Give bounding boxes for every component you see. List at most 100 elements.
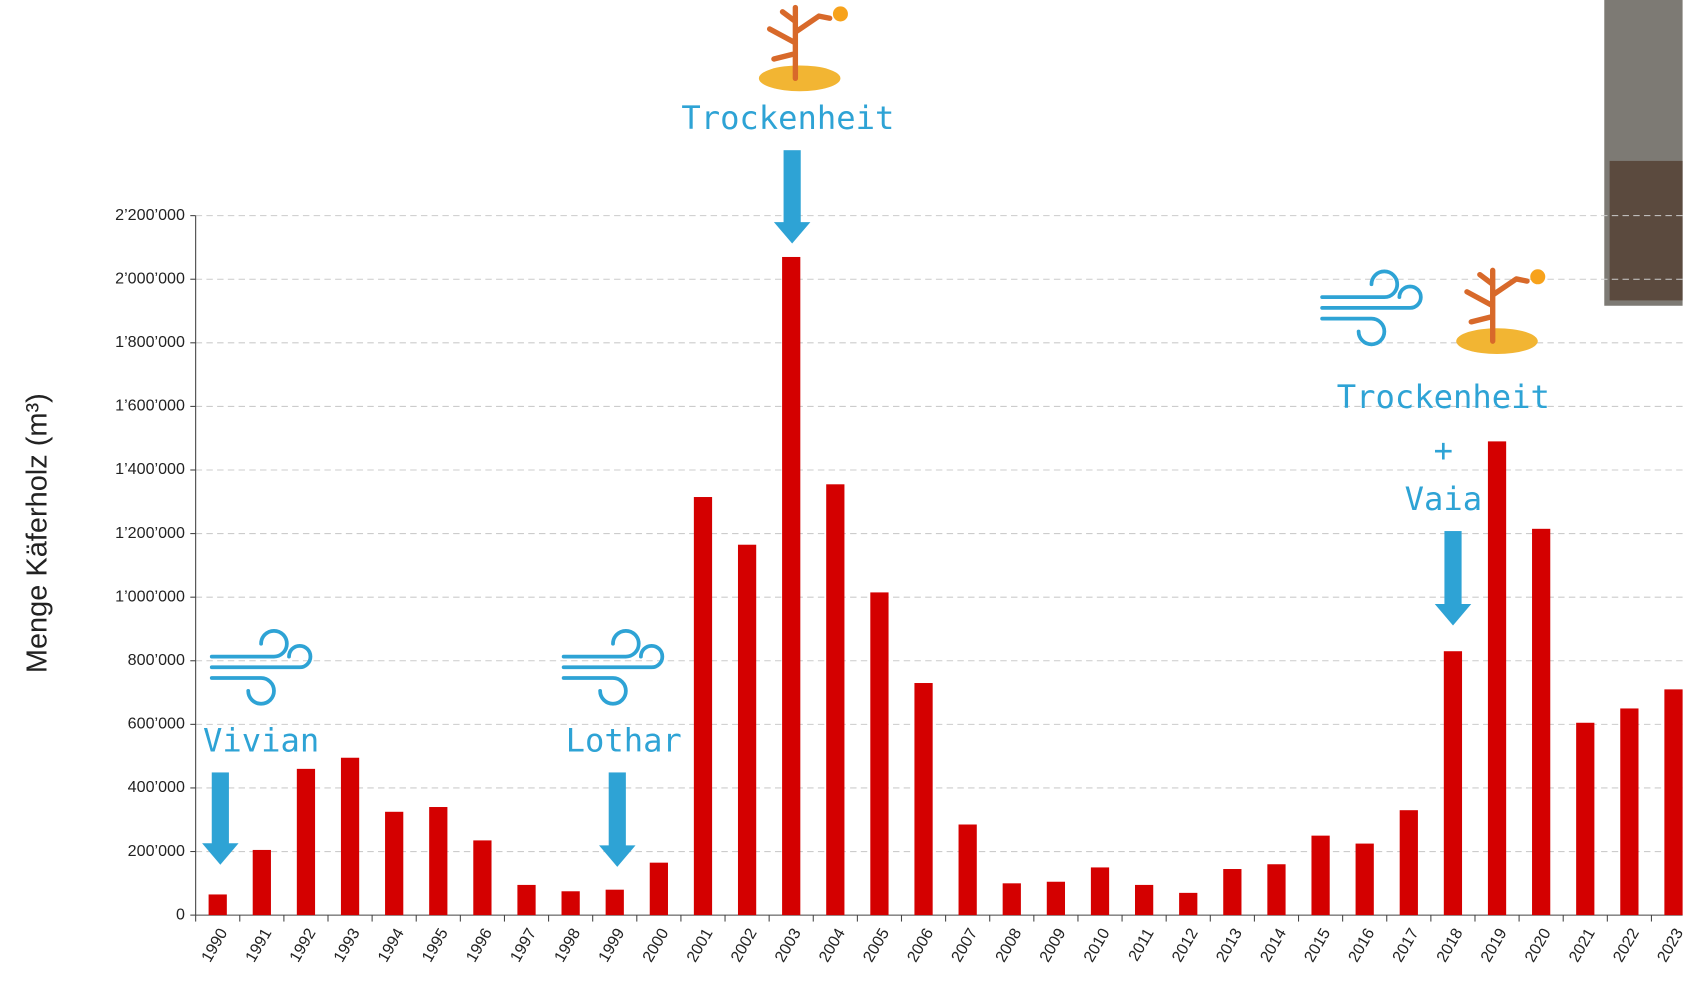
bar <box>296 768 316 916</box>
bar <box>1355 843 1374 916</box>
bar <box>782 256 801 916</box>
bar <box>340 757 360 916</box>
drought-icon <box>758 4 848 92</box>
bar <box>870 592 889 916</box>
x-tick-label: 2017 <box>1389 925 1423 965</box>
arrow-head <box>1434 604 1472 626</box>
y-tick-label: 1’000’000 <box>115 587 185 605</box>
bar <box>517 884 536 916</box>
drought-icon <box>1456 267 1546 355</box>
bar <box>1664 689 1683 916</box>
x-tick-label: 2001 <box>683 925 717 965</box>
annotation: Trockenheit <box>681 99 894 137</box>
bar <box>385 811 404 916</box>
bar <box>429 807 448 916</box>
x-tick-label: 2023 <box>1654 925 1683 965</box>
bar <box>1046 881 1066 916</box>
wind-stroke <box>561 676 628 706</box>
x-tick-label: 2003 <box>771 925 805 965</box>
wind-icon <box>1320 269 1423 347</box>
x-tick-label: 1998 <box>551 925 585 965</box>
x-tick-label: 2013 <box>1212 925 1246 965</box>
arrow-head <box>773 222 811 244</box>
bar <box>1399 810 1418 916</box>
photo-detail <box>1609 160 1683 301</box>
x-tick-label: 2010 <box>1080 925 1114 965</box>
annotation: Trockenheit <box>1337 378 1550 416</box>
x-tick-label: 1995 <box>418 925 452 965</box>
wind-stroke <box>209 644 313 670</box>
x-tick-label: 1996 <box>463 925 497 965</box>
bar <box>1620 708 1639 916</box>
bar <box>826 484 845 916</box>
dry-ground <box>1456 328 1538 355</box>
arrow-shaft <box>608 772 626 848</box>
y-axis-title: Menge Käferholz (m³) <box>22 393 54 673</box>
x-tick-label: 2015 <box>1301 925 1335 965</box>
bar <box>649 862 668 916</box>
bar <box>1090 867 1110 916</box>
annotation: + <box>1434 432 1453 470</box>
dry-ground <box>758 65 841 92</box>
x-tick-label: 2016 <box>1345 925 1379 965</box>
x-tick-label: 1994 <box>374 925 408 965</box>
y-tick-label: 600’000 <box>128 715 185 733</box>
x-tick-label: 1991 <box>242 925 276 965</box>
bar <box>1532 528 1551 916</box>
x-tick-label: 2018 <box>1433 925 1467 965</box>
wind-icon <box>209 628 313 706</box>
arrow-shaft <box>783 150 801 225</box>
bar <box>1576 722 1595 916</box>
wind-stroke <box>1320 269 1400 300</box>
y-tick-label: 800’000 <box>128 651 185 669</box>
wind-stroke <box>1320 316 1387 347</box>
x-tick-label: 2012 <box>1168 925 1202 965</box>
x-tick-label: 2019 <box>1477 925 1511 965</box>
bar <box>1311 835 1330 916</box>
bar <box>1223 869 1242 916</box>
arrow-head <box>202 843 239 865</box>
x-tick-label: 2009 <box>1036 925 1070 965</box>
bar <box>605 889 624 916</box>
x-tick-label: 2004 <box>815 925 849 965</box>
x-tick-label: 2008 <box>992 925 1026 965</box>
bar <box>1443 651 1463 916</box>
y-tick-label: 1’600’000 <box>115 397 185 415</box>
arrow-shaft <box>1444 531 1462 607</box>
dead-tree <box>766 4 833 81</box>
sun <box>1530 269 1546 285</box>
y-tick-label: 0 <box>176 905 185 923</box>
annotation: Vaia <box>1405 480 1482 518</box>
bar <box>252 849 271 916</box>
bar <box>473 840 492 916</box>
x-tick-label: 2005 <box>860 925 894 965</box>
bar <box>208 894 227 916</box>
wind-icon <box>561 628 665 706</box>
x-tick-label: 2007 <box>948 925 982 965</box>
y-tick-label: 1’400’000 <box>115 460 185 478</box>
x-tick-label: 1993 <box>330 925 364 965</box>
x-tick-label: 1992 <box>286 925 320 965</box>
x-tick-label: 1990 <box>198 925 232 965</box>
wind-stroke <box>1320 284 1423 310</box>
x-tick-label: 1997 <box>507 925 541 965</box>
y-tick-label: 2’000’000 <box>115 269 185 287</box>
annotation: Lothar <box>566 721 682 759</box>
x-tick-label: 2021 <box>1565 925 1599 965</box>
x-tick-label: 2000 <box>639 925 673 965</box>
bar <box>737 544 757 916</box>
x-tick-label: 2022 <box>1609 925 1643 965</box>
bar <box>958 824 977 916</box>
y-tick-label: 1’200’000 <box>115 524 185 542</box>
arrow-head <box>599 845 636 867</box>
bar <box>1487 441 1507 916</box>
bar <box>1135 884 1154 916</box>
wind-stroke <box>209 676 276 706</box>
x-tick-label: 2006 <box>904 925 938 965</box>
sun <box>832 6 848 22</box>
annotation: Vivian <box>203 721 319 759</box>
x-tick-label: 2002 <box>727 925 761 965</box>
wind-stroke <box>561 628 641 659</box>
x-tick-label: 2011 <box>1125 925 1158 964</box>
